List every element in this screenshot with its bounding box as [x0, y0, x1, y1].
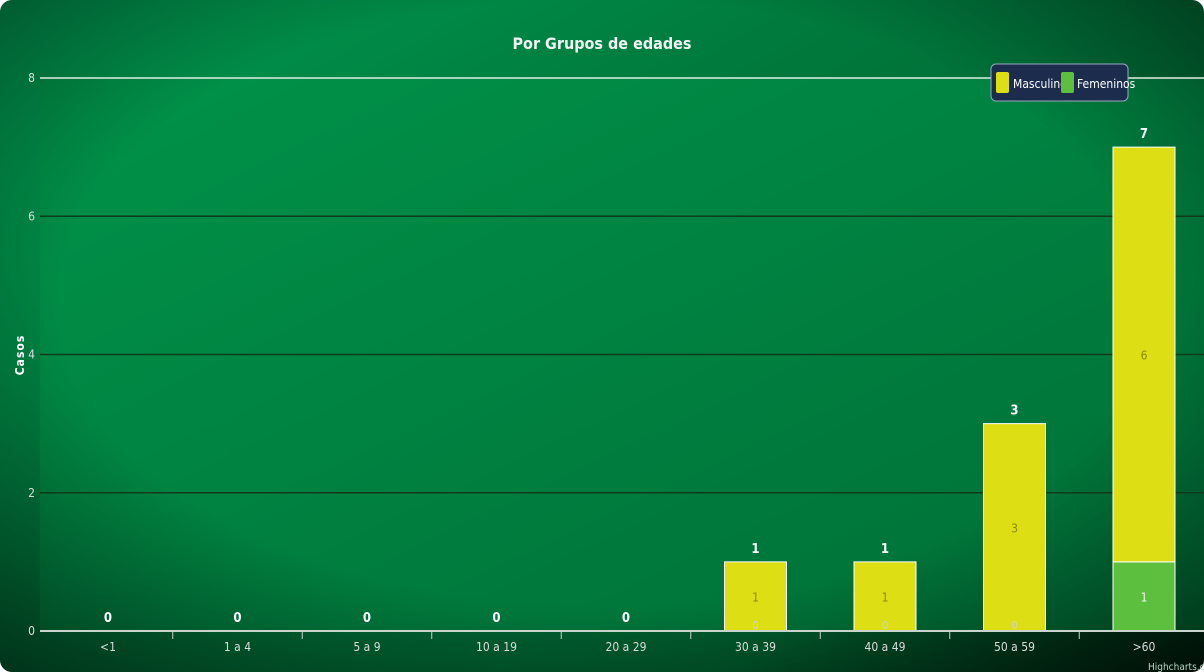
stack-total-label: 1	[881, 542, 889, 557]
legend-item-masculinos[interactable]: Masculinos	[996, 72, 1073, 93]
x-tick-label: 5 a 9	[353, 640, 380, 654]
x-tick-label: >60	[1133, 640, 1156, 654]
y-tick-label: 6	[28, 209, 35, 223]
data-label-masculinos: 1	[882, 590, 889, 604]
bars: 0 0 0 0 0 1 0 1 1 0 1 3 0 3 1 6 7	[104, 127, 1176, 632]
x-tick-label: 50 a 59	[994, 640, 1035, 654]
legend-box	[990, 63, 1129, 102]
y-axis: 0 2 4 6 8	[28, 71, 35, 638]
x-tick-label: 40 a 49	[865, 640, 906, 654]
data-label-masculinos: 3	[1011, 521, 1018, 535]
bar-femeninos[interactable]	[1112, 561, 1176, 632]
y-tick-label: 8	[28, 71, 35, 85]
bar-masculinos[interactable]	[724, 561, 787, 632]
stack-total-label: 7	[1140, 127, 1148, 142]
x-tick-label: 1 a 4	[224, 640, 251, 654]
stack-total-label: 3	[1010, 404, 1018, 419]
x-tick-label: 30 a 39	[735, 640, 776, 654]
stack-total-label: 0	[363, 611, 371, 626]
y-tick-label: 0	[28, 624, 35, 638]
bar-masculinos[interactable]	[983, 423, 1046, 632]
y-tick-label: 4	[28, 348, 35, 362]
legend[interactable]: Masculinos Femeninos	[990, 63, 1136, 102]
data-label-femeninos: 1	[1141, 590, 1148, 604]
legend-label-masculinos: Masculinos	[1013, 77, 1073, 91]
x-tick-label: 20 a 29	[606, 640, 647, 654]
data-label-femeninos-zero: 0	[752, 619, 758, 632]
stack-total-label: 0	[233, 611, 241, 626]
legend-item-femeninos[interactable]: Femeninos	[1061, 72, 1136, 93]
y-tick-label: 2	[28, 486, 35, 500]
stack-total-label: 1	[751, 542, 759, 557]
y-axis-title: Casos	[13, 335, 27, 375]
legend-swatch-masculinos	[996, 72, 1009, 93]
legend-swatch-femeninos	[1061, 72, 1074, 93]
data-label-femeninos-zero: 0	[882, 619, 888, 632]
stack-total-label: 0	[622, 611, 630, 626]
bar-masculinos[interactable]	[853, 561, 917, 632]
chart-title: Por Grupos de edades	[513, 34, 692, 53]
x-axis: <1 1 a 4 5 a 9 10 a 19 20 a 29 30 a 39 40 a 49…	[40, 630, 1204, 654]
data-label-masculinos: 1	[752, 590, 759, 604]
stack-total-label: 0	[492, 611, 500, 626]
bar-masculinos[interactable]	[1112, 146, 1176, 563]
x-tick-label: <1	[100, 640, 116, 654]
data-label-femeninos-zero: 0	[1011, 619, 1017, 632]
stack-total-label: 0	[104, 611, 112, 626]
legend-label-femeninos: Femeninos	[1077, 77, 1136, 91]
x-tick-label: 10 a 19	[476, 640, 517, 654]
credits-link[interactable]: Highcharts.com	[1148, 662, 1204, 672]
data-label-masculinos: 6	[1141, 349, 1148, 363]
